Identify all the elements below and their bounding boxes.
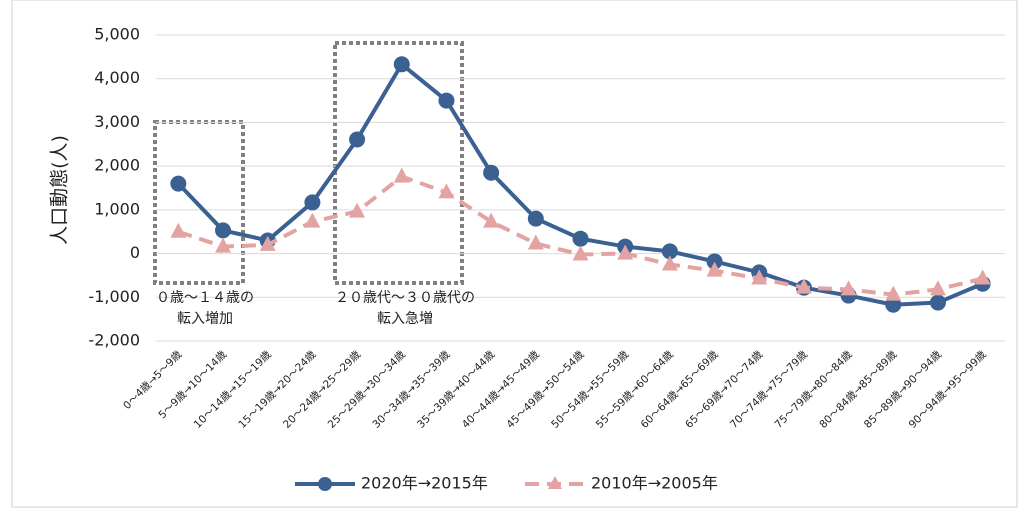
x-tick-label: 60～64歳→65～69歳 xyxy=(638,348,721,431)
frame xyxy=(11,0,1018,508)
x-tick-label: 80～84歳→85～89歳 xyxy=(817,348,900,431)
x-tick-label: 20～24歳→25～29歳 xyxy=(281,348,364,431)
point xyxy=(438,92,455,109)
point xyxy=(617,244,634,260)
y-axis-title: 人口動態(人) xyxy=(49,135,71,245)
legend-label: 2020年→2015年 xyxy=(361,474,488,493)
y-tick-label: 4,000 xyxy=(94,68,140,87)
annotation: ０歳～１４歳の xyxy=(156,290,254,306)
point xyxy=(661,243,678,260)
x-tick-label: 35～39歳→40～44歳 xyxy=(415,348,498,431)
point xyxy=(929,294,946,311)
x-tick-label: 90～94歳→95～99歳 xyxy=(907,348,990,431)
point xyxy=(706,253,723,270)
legend-label: 2010年→2005年 xyxy=(591,474,718,493)
point xyxy=(929,280,946,296)
point xyxy=(527,210,544,227)
y-tick-label: -2,000 xyxy=(88,331,140,350)
annotation: ２０歳代～３０歳代の xyxy=(335,290,475,306)
point xyxy=(572,230,589,247)
point xyxy=(438,183,455,199)
point xyxy=(483,212,500,228)
x-tick-label: 85～89歳→90～94歳 xyxy=(862,348,945,431)
point xyxy=(259,235,276,251)
point xyxy=(170,222,187,238)
x-tick-label: 70～74歳→75～79歳 xyxy=(728,348,811,431)
point xyxy=(170,175,187,192)
y-tick-label: 1,000 xyxy=(94,199,140,218)
x-tick-label: 10～14歳→15～19歳 xyxy=(192,348,275,431)
x-tick-label: 30～34歳→35～39歳 xyxy=(370,348,453,431)
point xyxy=(393,167,410,183)
point xyxy=(572,245,589,261)
point xyxy=(706,261,723,277)
point xyxy=(974,269,991,285)
y-tick-label: 0 xyxy=(130,243,140,262)
y-tick-label: 3,000 xyxy=(94,112,140,131)
y-tick-label: 2,000 xyxy=(94,156,140,175)
legend-marker xyxy=(318,477,332,491)
point xyxy=(527,234,544,250)
x-tick-label: 40～44歳→45～49歳 xyxy=(460,348,543,431)
point xyxy=(661,255,678,271)
legend-marker xyxy=(548,476,562,489)
point xyxy=(393,56,410,73)
x-tick-label: 25～29歳→30～34歳 xyxy=(326,348,409,431)
point xyxy=(349,202,366,218)
point xyxy=(751,269,768,285)
highlight-box xyxy=(333,41,464,285)
point xyxy=(349,131,366,148)
y-tick-label: -1,000 xyxy=(88,287,140,306)
annotation: 転入急増 xyxy=(377,311,433,327)
point xyxy=(885,285,902,301)
point xyxy=(215,222,232,239)
x-tick-label: 50～54歳→55～59歳 xyxy=(549,348,632,431)
series-line xyxy=(176,61,984,307)
x-tick-label: 75～79歳→80～84歳 xyxy=(773,348,856,431)
annotation: 転入増加 xyxy=(177,311,233,327)
point xyxy=(483,164,500,181)
x-tick-label: 45～49歳→50～54歳 xyxy=(504,348,587,431)
point xyxy=(304,212,321,228)
point xyxy=(840,280,857,296)
point xyxy=(885,296,902,313)
point xyxy=(215,237,232,253)
point xyxy=(795,278,812,294)
x-tick-label: 55～59歳→60～64歳 xyxy=(594,348,677,431)
x-tick-label: 15～19歳→20～24歳 xyxy=(236,348,319,431)
y-tick-label: 5,000 xyxy=(94,25,140,44)
point xyxy=(304,194,321,211)
x-tick-label: 65～69歳→70～74歳 xyxy=(683,348,766,431)
